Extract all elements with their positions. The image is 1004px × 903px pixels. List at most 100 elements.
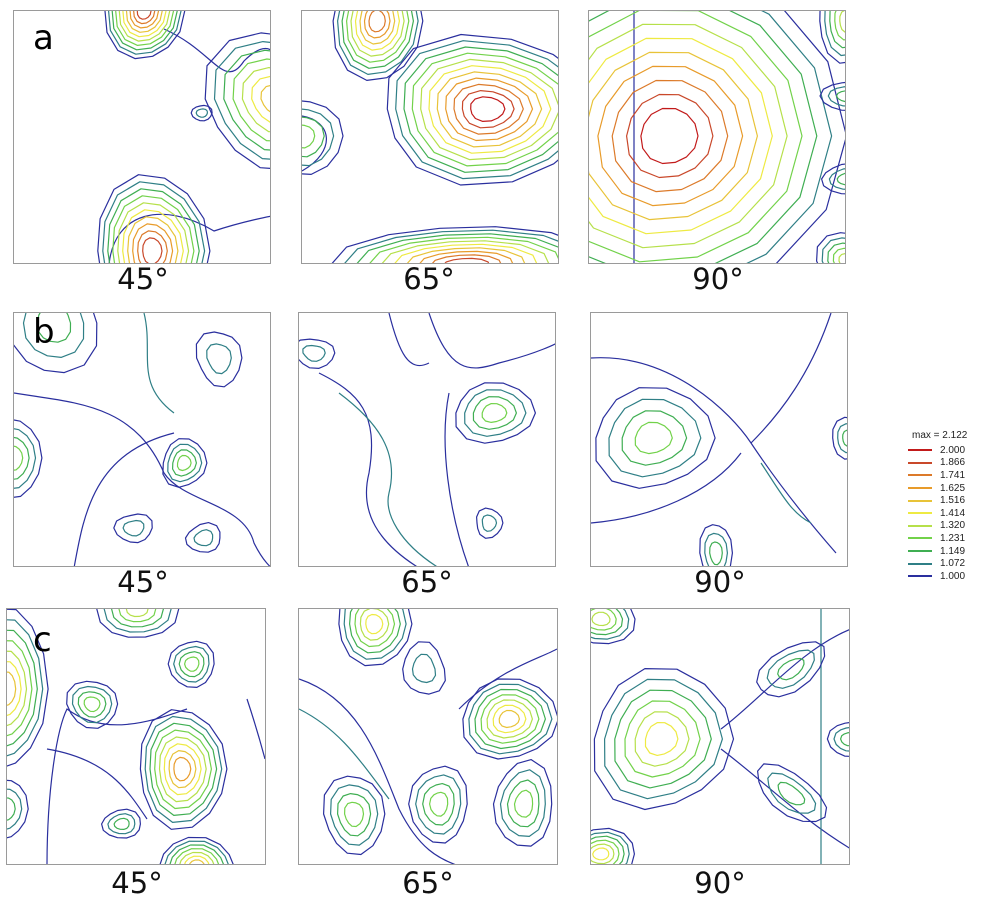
contour-line <box>634 421 673 455</box>
contour-line <box>139 709 228 830</box>
contour-line <box>821 237 845 263</box>
contour-line <box>445 77 534 142</box>
contour-line <box>251 75 270 123</box>
contour-line <box>591 611 611 627</box>
panel-c-90 <box>590 608 850 865</box>
contour-svg <box>7 609 265 864</box>
contour-line <box>73 432 175 566</box>
contour-line <box>164 840 229 864</box>
row-label-b: b <box>33 312 55 352</box>
legend-value: 1.741 <box>940 469 966 481</box>
contour-line <box>832 416 847 460</box>
contour-line <box>826 722 849 757</box>
contour-line <box>102 181 206 263</box>
legend-swatch <box>908 575 932 578</box>
contour-line <box>7 661 22 716</box>
contour-line <box>836 172 845 186</box>
contour-line <box>7 609 49 767</box>
contour-line <box>163 28 270 73</box>
contour-line <box>395 40 558 180</box>
contour-line <box>492 759 553 847</box>
contour-line <box>346 11 410 63</box>
legend-item: 1.741 <box>908 469 1004 482</box>
legend-value: 1.320 <box>940 520 966 532</box>
contour-line <box>591 609 624 636</box>
contour-line <box>624 700 701 778</box>
contour-line <box>760 462 812 524</box>
legend-item: 1.320 <box>908 520 1004 533</box>
contour-line <box>381 240 550 263</box>
contour-line <box>260 85 270 113</box>
contour-line <box>422 783 455 826</box>
contour-svg <box>591 313 847 566</box>
contour-line <box>299 338 336 369</box>
contour-line <box>363 11 391 39</box>
contour-svg <box>299 609 557 864</box>
contour-line <box>167 443 203 483</box>
contour-line <box>117 202 190 263</box>
contour-line <box>472 396 517 430</box>
contour-line <box>604 678 723 800</box>
angle-label: 65° <box>402 866 454 900</box>
contour-line <box>7 671 17 706</box>
contour-line <box>132 223 174 263</box>
contour-line <box>720 748 849 849</box>
contour-line <box>144 715 223 823</box>
legend-value: 1.231 <box>940 532 966 544</box>
legend-item: 1.000 <box>908 570 1004 583</box>
contour-line <box>474 688 546 750</box>
contour-line <box>341 11 414 69</box>
contour-line <box>461 90 515 129</box>
contour-line <box>431 254 502 263</box>
contour-line <box>821 163 845 195</box>
contour-line <box>444 257 490 263</box>
contour-line <box>349 609 401 654</box>
contour-line <box>337 793 372 837</box>
contour-line <box>332 11 424 81</box>
contour-line <box>83 696 101 713</box>
contour-line <box>480 694 540 744</box>
contour-line <box>644 722 679 756</box>
contour-line <box>14 392 270 566</box>
panel-b-65 <box>298 312 556 567</box>
contour-line <box>591 835 625 864</box>
contour-svg <box>97 11 270 263</box>
contour-line <box>591 609 630 640</box>
legend-swatch <box>908 537 932 540</box>
contour-line <box>589 23 788 249</box>
legend-value: 1.866 <box>940 457 966 469</box>
contour-line <box>634 711 690 767</box>
row-label-a: a <box>33 18 54 58</box>
contour-line <box>162 438 208 488</box>
contour-line <box>833 727 849 752</box>
contour-line <box>834 11 845 41</box>
contour-line <box>597 65 744 207</box>
contour-line <box>338 609 413 667</box>
contour-line <box>97 174 211 263</box>
contour-line <box>453 83 524 135</box>
contour-line <box>344 801 365 828</box>
legend-value: 1.072 <box>940 558 966 570</box>
contour-line <box>819 81 845 111</box>
contour-line <box>174 848 220 864</box>
contour-line <box>167 640 215 688</box>
contour-line <box>173 645 210 683</box>
contour-line <box>22 313 85 358</box>
contour-line <box>142 237 163 263</box>
contour-line <box>406 247 526 263</box>
contour-line <box>122 519 145 537</box>
contour-line <box>331 226 558 263</box>
contour-line <box>184 656 200 672</box>
contour-line <box>709 541 723 566</box>
legend-swatch <box>908 449 932 452</box>
contour-line <box>838 252 845 263</box>
contour-svg <box>299 313 555 566</box>
contour-line <box>46 748 148 820</box>
contour-line <box>777 657 805 681</box>
legend-swatch <box>908 562 932 565</box>
contour-line <box>232 58 270 142</box>
contour-line <box>835 90 845 103</box>
contour-line <box>756 641 826 698</box>
contour-line <box>589 37 773 235</box>
contour-line <box>299 678 456 864</box>
